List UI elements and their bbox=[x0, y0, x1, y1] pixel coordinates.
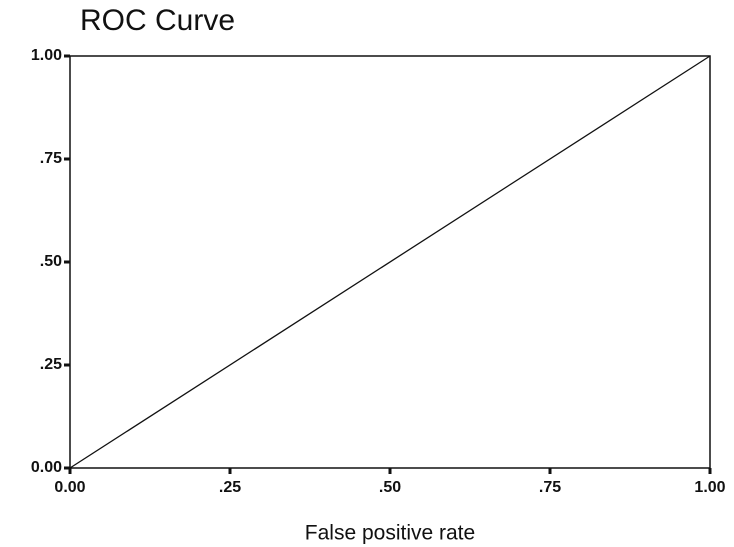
x-axis-label: False positive rate bbox=[305, 522, 475, 545]
y-tick-label: .25 bbox=[40, 356, 62, 373]
x-tick-label: .50 bbox=[379, 479, 401, 496]
x-tick-label: .25 bbox=[219, 479, 241, 496]
y-tick-label: 0.00 bbox=[31, 459, 62, 476]
y-tick-label: .50 bbox=[40, 253, 62, 270]
y-tick-label: .75 bbox=[40, 150, 62, 167]
x-tick-label: 1.00 bbox=[694, 479, 725, 496]
roc-line bbox=[69, 55, 711, 469]
chart-title: ROC Curve bbox=[80, 4, 235, 37]
x-tick-label: .75 bbox=[539, 479, 561, 496]
y-tick-label: 1.00 bbox=[31, 47, 62, 64]
x-tick-label: 0.00 bbox=[54, 479, 85, 496]
